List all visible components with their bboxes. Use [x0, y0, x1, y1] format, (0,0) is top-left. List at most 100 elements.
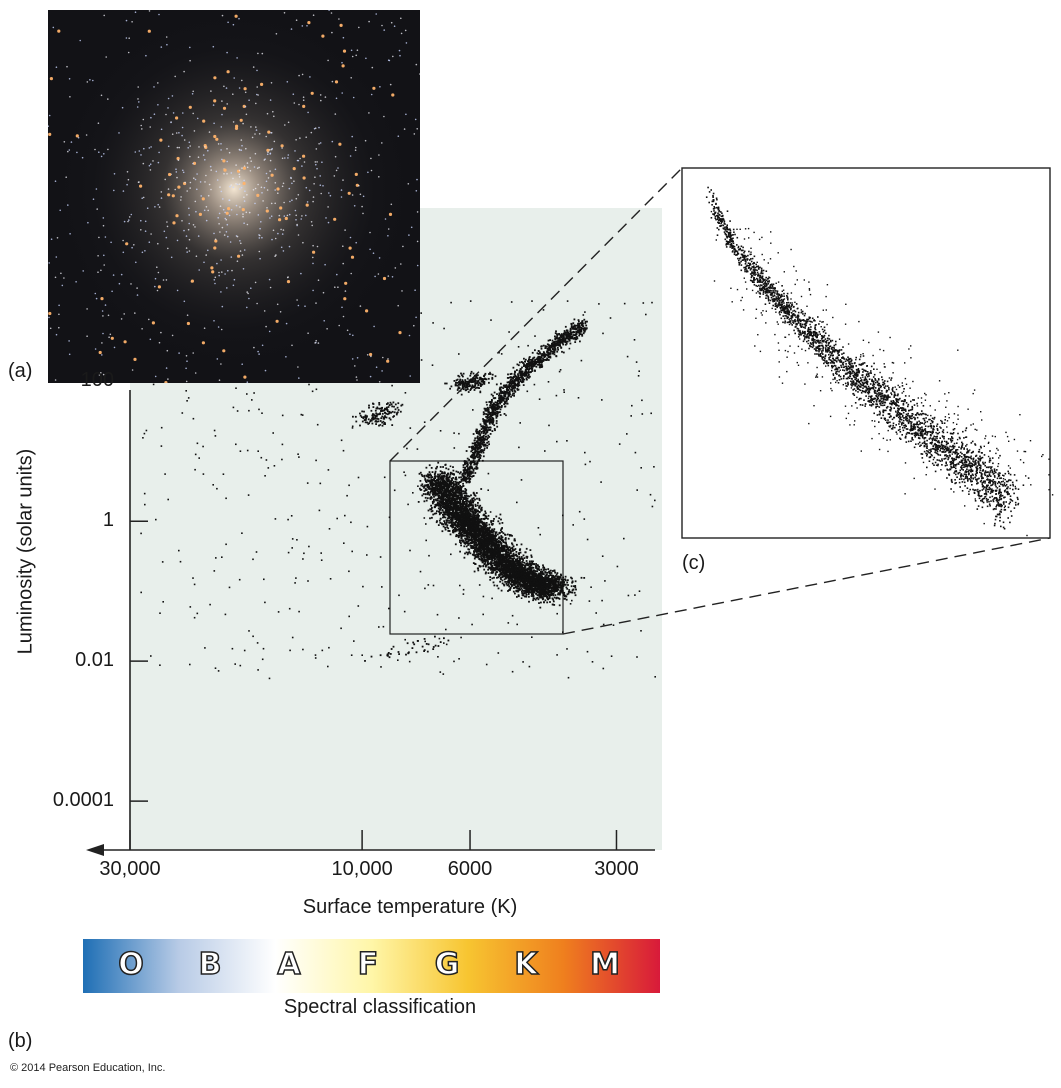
inset-data-point [781, 303, 783, 306]
inset-data-point [876, 384, 879, 386]
inset-data-point [987, 471, 989, 473]
inset-data-point [999, 481, 1001, 484]
inset-data-point [799, 338, 801, 340]
inset-data-point [996, 477, 999, 480]
inset-data-point [944, 447, 947, 450]
inset-data-point [853, 376, 855, 378]
inset-data-point [977, 488, 979, 491]
inset-data-point [902, 414, 904, 417]
inset-data-point [968, 472, 970, 474]
inset-data-point [821, 337, 824, 339]
data-point [446, 495, 449, 497]
inset-data-point [978, 495, 980, 497]
inset-data-point [884, 398, 887, 401]
inset-data-point [943, 444, 945, 447]
inset-data-point [922, 418, 924, 420]
inset-data-point [821, 335, 824, 337]
data-point [540, 570, 542, 573]
inset-data-point [783, 317, 786, 320]
inset-data-point [786, 317, 788, 320]
inset-data-point [822, 359, 825, 361]
inset-data-point [769, 285, 771, 287]
inset-data-point [893, 391, 896, 394]
inset-data-point [740, 260, 742, 263]
inset-data-point [972, 474, 974, 477]
inset-data-point [858, 363, 861, 366]
inset-data-point [978, 477, 980, 480]
data-point [458, 496, 460, 499]
inset-data-point [790, 312, 793, 314]
inset-data-point [797, 317, 799, 319]
inset-data-point [834, 376, 836, 379]
data-point [432, 487, 435, 489]
inset-data-point [873, 401, 875, 403]
inset-data-point [763, 288, 766, 290]
inset-data-point [895, 431, 898, 433]
inset-data-point [744, 228, 747, 230]
inset-data-point [776, 306, 778, 309]
inset-data-point [726, 240, 729, 243]
inset-data-point [761, 270, 763, 272]
inset-data-point [979, 471, 981, 474]
inset-data-point [934, 470, 937, 473]
inset-data-point [720, 211, 722, 213]
inset-data-point [929, 425, 931, 427]
inset-data-point [724, 223, 726, 225]
data-point [571, 591, 574, 594]
inset-data-point [867, 392, 870, 395]
data-point [513, 557, 516, 560]
inset-data-point [851, 385, 853, 387]
inset-data-point [722, 217, 724, 220]
inset-data-point [858, 389, 860, 391]
inset-data-point [821, 376, 824, 378]
inset-data-point [901, 382, 903, 384]
inset-data-point [939, 454, 942, 456]
inset-data-point [899, 413, 902, 415]
inset-data-point [756, 269, 758, 271]
inset-data-point [742, 254, 744, 257]
inset-data-point [1002, 526, 1005, 529]
inset-data-point [1001, 483, 1004, 486]
inset-data-point [965, 475, 967, 478]
inset-data-point [931, 430, 933, 433]
inset-data-point [961, 459, 963, 462]
inset-data-point [945, 454, 947, 456]
data-point [479, 504, 482, 507]
inset-data-point [895, 410, 897, 412]
inset-data-point [771, 284, 774, 287]
inset-data-point [854, 373, 856, 375]
inset-data-point [998, 472, 1000, 474]
inset-data-point [984, 496, 986, 498]
inset-data-point [941, 435, 944, 437]
inset-data-point [749, 262, 751, 265]
inset-data-point [862, 376, 864, 378]
data-point [529, 588, 531, 591]
inset-data-point [950, 467, 953, 469]
inset-data-point [919, 427, 922, 429]
inset-data-point [828, 353, 830, 356]
inset-data-point [871, 378, 873, 381]
inset-data-point [898, 412, 901, 414]
inset-data-point [902, 429, 905, 432]
inset-data-point [834, 365, 837, 367]
inset-data-point [833, 346, 835, 349]
inset-data-point [761, 272, 764, 275]
inset-data-point [756, 281, 759, 283]
inset-data-point [815, 348, 817, 350]
inset-data-point [736, 228, 738, 230]
inset-data-point [795, 303, 798, 305]
data-point [435, 489, 437, 492]
data-point [463, 545, 466, 548]
inset-data-point [929, 452, 931, 454]
data-point [473, 557, 476, 560]
inset-data-point [900, 407, 903, 410]
inset-data-point [762, 310, 764, 312]
inset-data-point [977, 482, 979, 484]
inset-data-point [850, 384, 852, 386]
inset-data-point [774, 287, 776, 290]
inset-data-point [796, 279, 798, 281]
inset-data-point [770, 287, 773, 289]
inset-data-point [756, 285, 759, 287]
data-point [452, 485, 455, 487]
inset-data-point [982, 477, 984, 479]
